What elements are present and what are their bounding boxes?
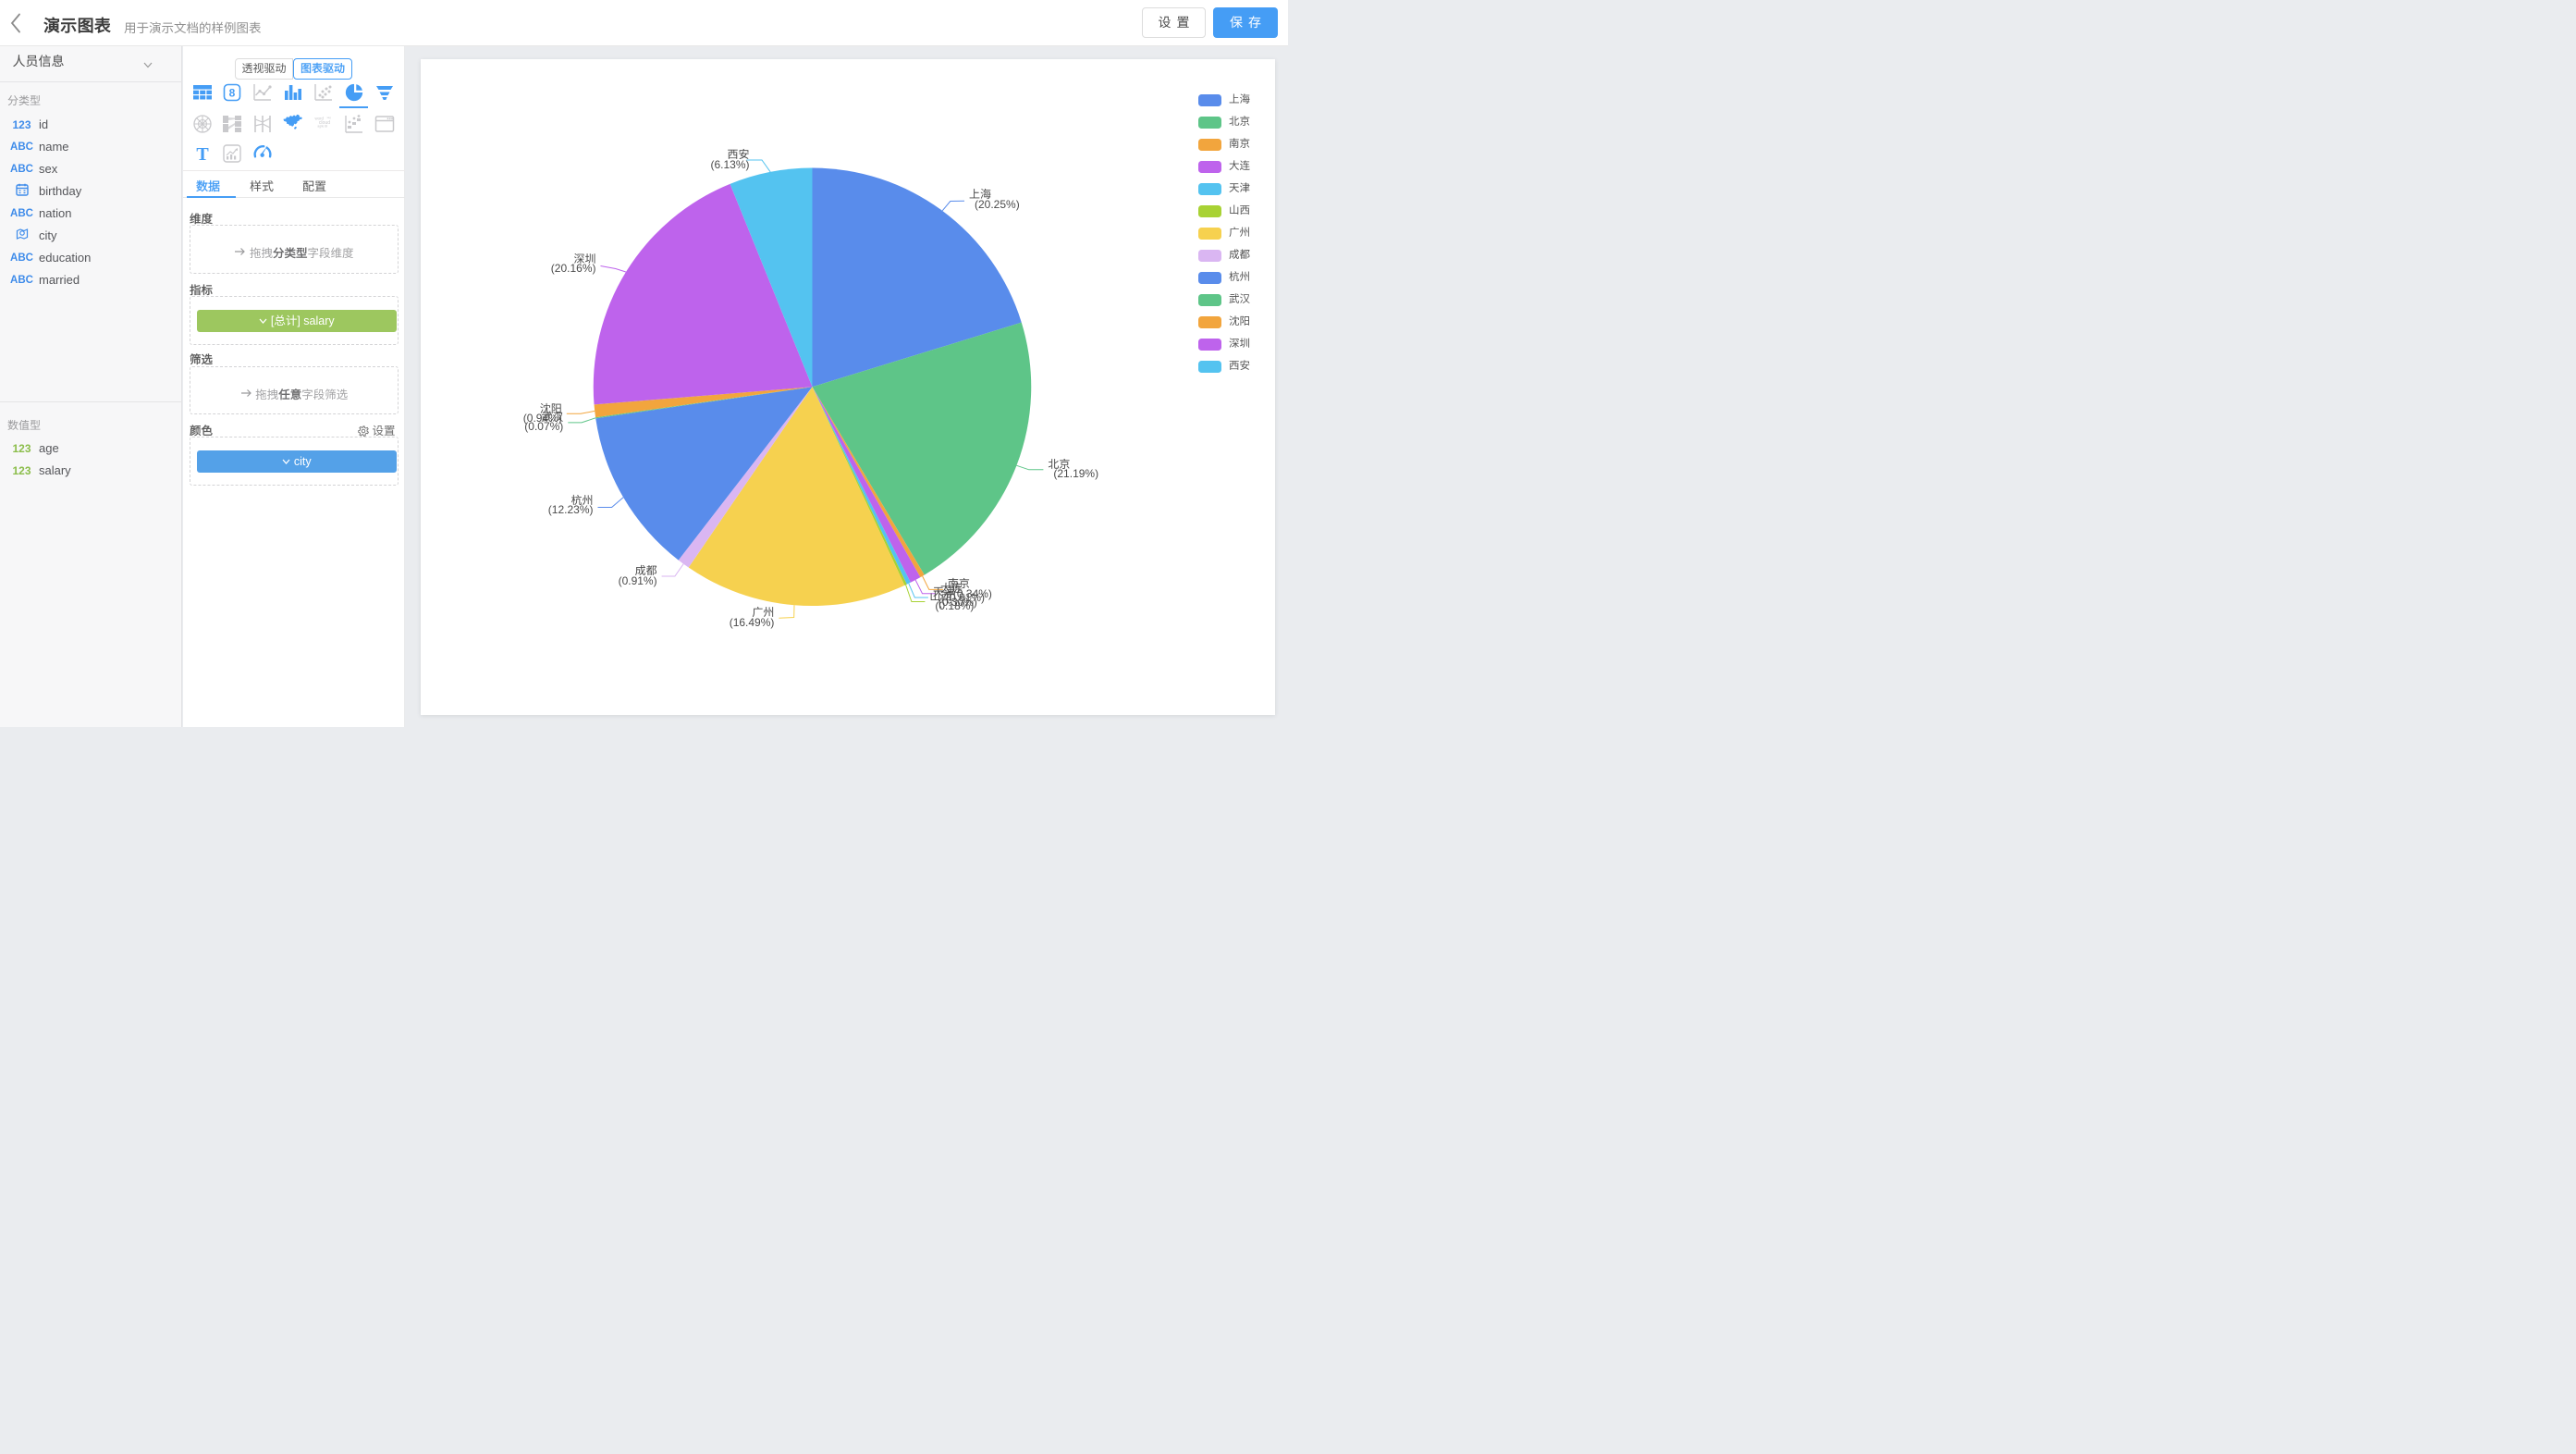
svg-text:word: word: [314, 117, 324, 121]
svg-text:8: 8: [229, 87, 236, 100]
svg-text:cloud: cloud: [319, 120, 330, 126]
svg-text:tag: tag: [327, 116, 331, 119]
svg-text:agile BI: agile BI: [317, 125, 327, 129]
svg-text:T: T: [196, 144, 209, 164]
